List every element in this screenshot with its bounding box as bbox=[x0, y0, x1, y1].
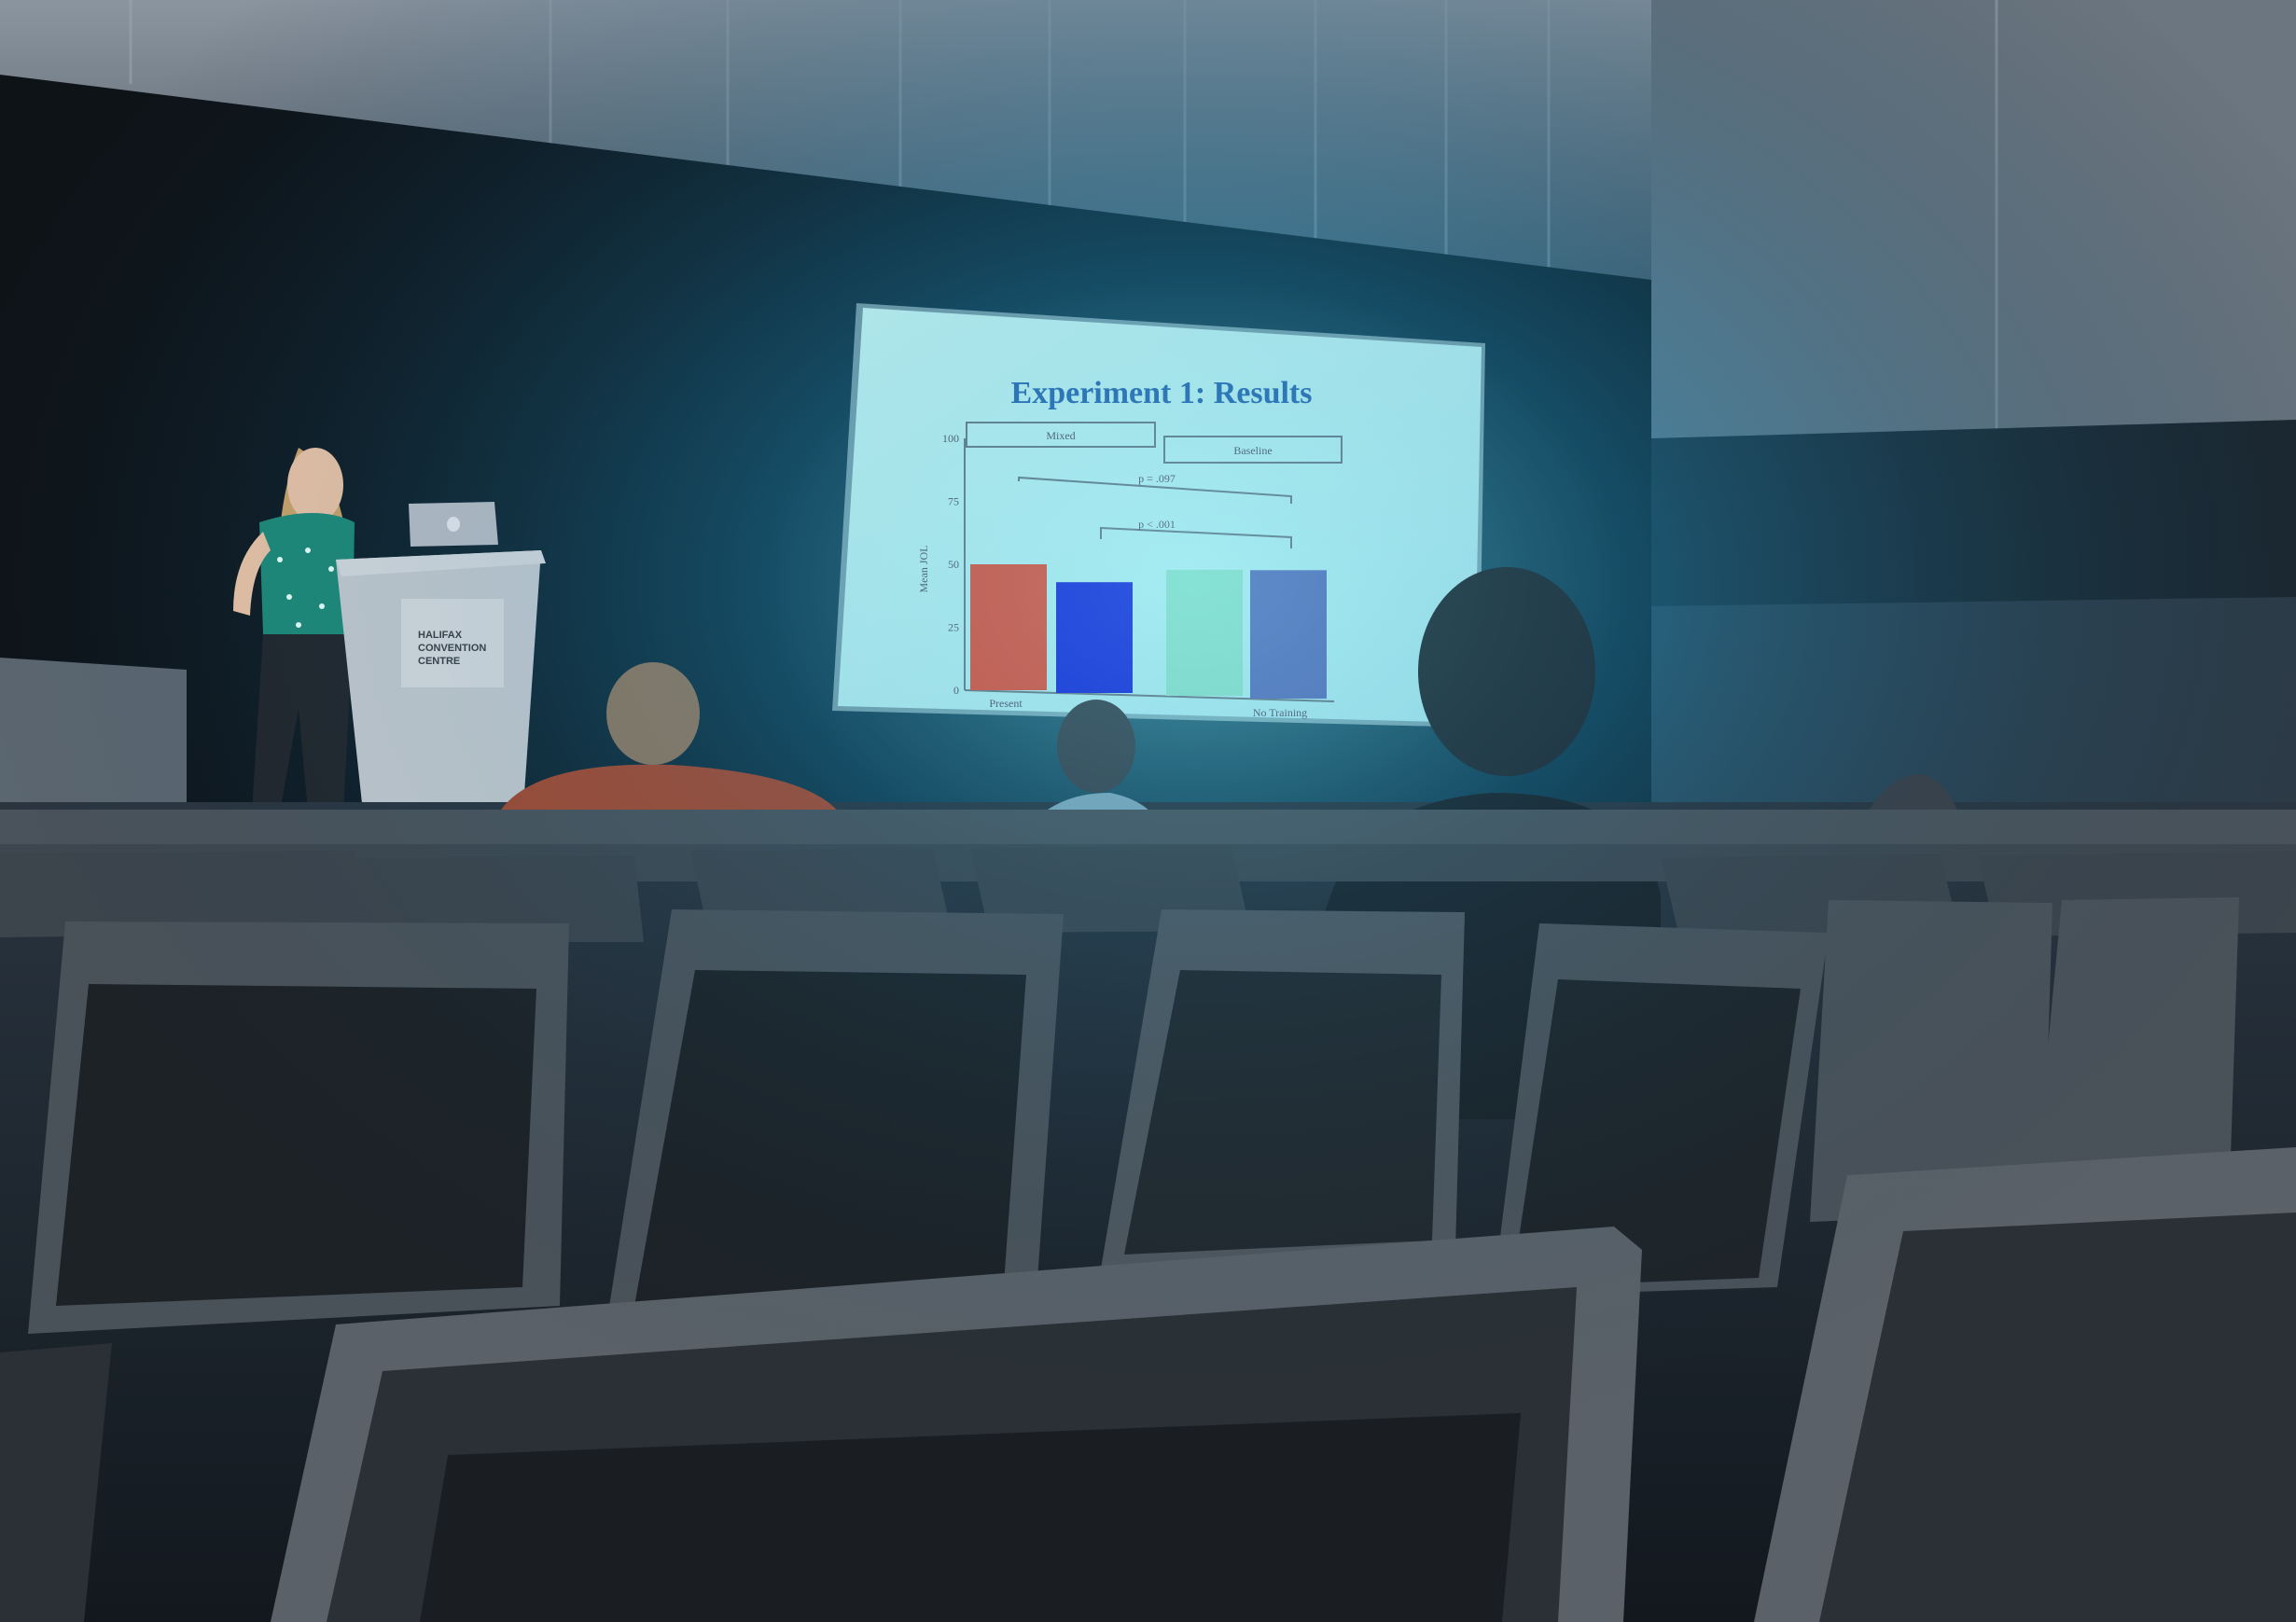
light-wash bbox=[0, 0, 2296, 1622]
conference-room-photo: Experiment 1: Results Mixed Baseline Mea… bbox=[0, 0, 2296, 1622]
scene-svg: Experiment 1: Results Mixed Baseline Mea… bbox=[0, 0, 2296, 1622]
